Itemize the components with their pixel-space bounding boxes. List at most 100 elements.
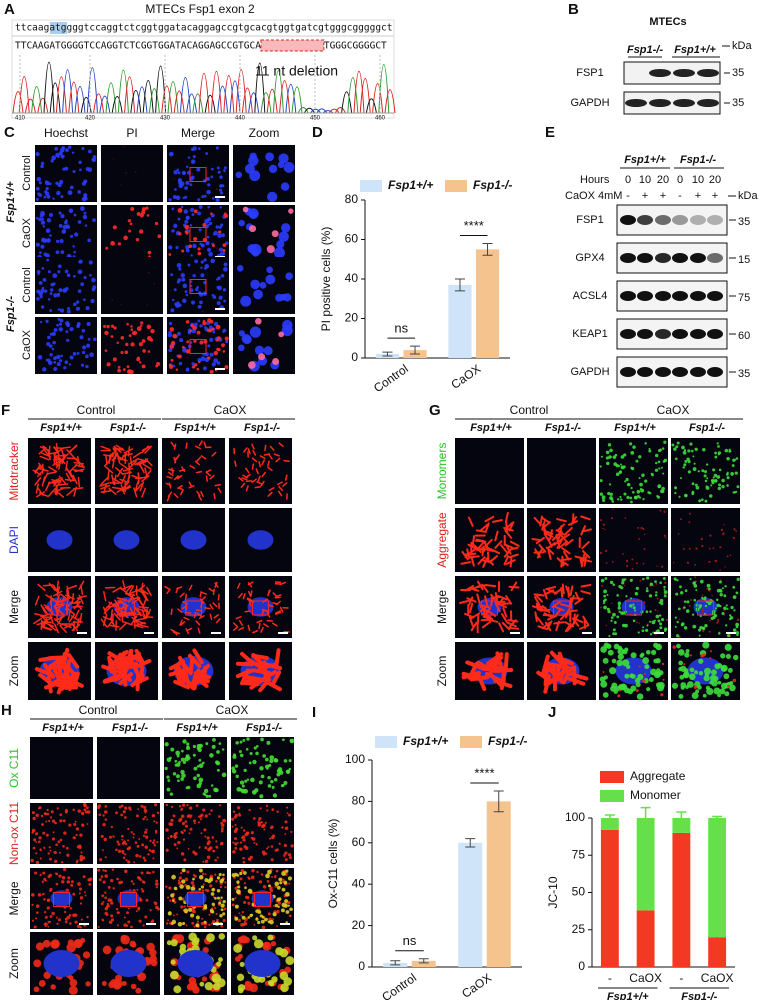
micrograph-spot <box>200 260 204 264</box>
micrograph-spot <box>115 848 118 852</box>
micrograph-spot <box>222 248 226 253</box>
micrograph-spot <box>184 224 190 230</box>
micrograph-spot <box>46 809 49 812</box>
y-tick-label: 100 <box>345 752 365 766</box>
micrograph-spot <box>57 308 61 311</box>
micrograph-spot <box>34 832 39 836</box>
hour-label: 10 <box>692 174 704 186</box>
micrograph-spot <box>70 883 74 887</box>
zoom-box <box>553 600 570 616</box>
micrograph-spot <box>54 821 57 825</box>
micrograph-spot <box>88 260 93 265</box>
micrograph-filament <box>505 521 509 533</box>
micrograph-spot <box>172 333 177 339</box>
micrograph-spot <box>210 258 216 264</box>
micrograph-spot <box>247 876 250 879</box>
micrograph-spot <box>74 820 77 823</box>
micrograph-spot <box>218 901 222 905</box>
blot-name: GAPDH <box>570 97 609 109</box>
micrograph-spot <box>284 899 288 903</box>
micrograph-spot <box>640 488 645 493</box>
micrograph-spot <box>51 911 55 916</box>
micrograph-spot <box>736 577 740 581</box>
micrograph-spot <box>635 459 639 463</box>
micrograph-filament <box>188 485 195 489</box>
micrograph-spot <box>43 195 47 199</box>
micrograph-spot <box>636 621 638 624</box>
micrograph-spot <box>46 218 52 223</box>
micrograph-spot <box>79 168 82 172</box>
micrograph-spot <box>261 925 266 930</box>
micrograph-spot <box>231 897 235 901</box>
micrograph-spot <box>265 757 269 762</box>
micrograph-spot <box>91 277 96 283</box>
micrograph-spot <box>235 741 239 745</box>
micrograph-spot <box>224 336 229 341</box>
micrograph-spot <box>273 777 278 782</box>
x-tick-label: - <box>679 971 683 985</box>
micrograph-spot <box>708 560 711 564</box>
micrograph-spot <box>239 871 243 876</box>
micrograph-filament <box>115 467 124 475</box>
chromatogram-peak <box>74 86 86 114</box>
micrograph-filament <box>70 601 81 605</box>
micrograph-spot <box>283 855 286 858</box>
micrograph-spot <box>276 909 280 914</box>
micrograph-spot <box>290 844 294 848</box>
micrograph-spot <box>284 851 288 855</box>
zoom-box <box>120 892 137 907</box>
micrograph-spot <box>219 175 223 179</box>
micrograph-spot <box>619 498 623 501</box>
micrograph-spot <box>69 327 74 332</box>
micrograph-spot <box>43 812 47 816</box>
micrograph-spot <box>636 489 641 494</box>
micrograph-spot <box>652 631 655 634</box>
bar <box>475 249 500 358</box>
micrograph-spot <box>38 281 43 285</box>
micrograph-spot <box>281 783 285 787</box>
position-label: 460 <box>375 116 386 122</box>
micrograph-spot <box>606 643 612 649</box>
micrograph-spot <box>288 767 292 771</box>
micrograph-spot <box>194 852 198 856</box>
micrograph-filament <box>66 607 75 615</box>
micrograph-spot <box>620 455 625 459</box>
micrograph-spot <box>624 623 628 628</box>
micrograph-spot <box>202 222 207 227</box>
micrograph-filament <box>65 460 68 472</box>
micrograph-spot <box>52 273 58 279</box>
micrograph-spot <box>276 240 285 249</box>
micrograph-filament <box>112 586 122 593</box>
micrograph-spot <box>190 159 196 164</box>
micrograph-spot <box>203 258 207 262</box>
micrograph-spot <box>607 491 611 496</box>
micrograph-spot <box>191 939 199 947</box>
micrograph-spot <box>232 850 236 854</box>
genotype-label: Fsp1-/- <box>246 722 282 734</box>
micrograph-spot <box>211 362 216 367</box>
micrograph-spot <box>645 649 651 655</box>
micrograph-spot <box>206 889 210 893</box>
micrograph-spot <box>116 877 119 881</box>
legend-swatch <box>375 736 397 748</box>
micrograph-spot <box>602 657 609 664</box>
blot-band <box>637 291 653 301</box>
micrograph-filament <box>493 678 513 689</box>
micrograph-filament <box>51 597 60 606</box>
micrograph-spot <box>123 916 126 919</box>
micrograph-spot <box>606 461 610 466</box>
micrograph-spot <box>130 983 137 990</box>
micrograph-filament <box>482 615 494 621</box>
micrograph-spot <box>177 879 181 882</box>
micrograph-spot <box>238 750 242 754</box>
micrograph-spot <box>118 805 122 809</box>
micrograph-spot <box>240 826 243 829</box>
micrograph-spot <box>651 473 654 477</box>
micrograph-spot <box>61 146 66 150</box>
micrograph-spot <box>274 881 280 887</box>
micrograph-spot <box>259 914 263 918</box>
micrograph-spot <box>205 794 209 798</box>
micrograph-spot <box>38 840 41 844</box>
micrograph-filament <box>99 482 110 487</box>
micrograph-spot <box>155 879 159 883</box>
